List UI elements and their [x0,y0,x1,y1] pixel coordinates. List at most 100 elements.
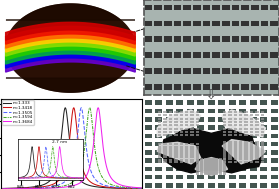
Bar [250,101,257,105]
Bar [180,134,183,136]
Bar [261,111,264,113]
Bar [223,118,226,120]
Bar [251,68,259,74]
Bar [196,143,199,146]
Bar [203,165,207,167]
Bar [255,161,259,163]
Bar [154,36,162,42]
n=1.333 [64,107,67,109]
Bar [174,124,177,126]
Bar [208,142,215,146]
Bar [215,173,218,175]
n=1.3418 [0,187,3,189]
Bar [158,131,161,133]
n=1.3684 [85,174,89,176]
Bar [196,161,199,163]
Bar [232,68,239,74]
Bar [190,151,194,153]
Bar [196,163,199,165]
Bar [174,52,181,58]
n=1.3505 [121,187,124,189]
Bar [212,68,220,74]
Polygon shape [6,78,135,92]
Bar [260,142,267,146]
Bar [176,101,183,105]
Polygon shape [6,30,135,48]
Bar [212,21,220,26]
Bar [223,149,226,152]
Bar [154,5,162,10]
Bar [250,128,253,130]
Bar [271,167,278,171]
Bar [187,117,194,122]
Bar [223,152,226,155]
Polygon shape [160,133,198,169]
Bar [223,160,226,163]
Bar [145,142,152,146]
Bar [251,36,259,42]
Bar [212,5,220,10]
Polygon shape [6,38,135,56]
n=1.3505 [107,185,110,187]
Bar [169,159,172,161]
Bar [211,167,215,169]
Bar [207,167,211,169]
Bar [196,134,199,136]
Bar [197,101,205,105]
Bar [234,158,237,160]
n=1.3418 [141,187,144,189]
Bar [239,117,246,122]
Bar [197,175,205,180]
Bar [223,134,226,136]
Bar [223,111,226,113]
Bar [190,159,194,161]
Bar [244,152,248,155]
Bar [166,150,173,155]
Bar [223,124,226,126]
Bar [211,160,215,163]
Bar [190,128,194,130]
Bar [158,134,161,136]
Bar [239,149,242,152]
Bar [158,124,161,126]
Bar [164,52,172,58]
Bar [244,158,248,160]
Bar [164,36,172,42]
Bar [145,5,152,10]
Bar [155,125,162,130]
Bar [250,161,253,163]
Bar [223,141,226,143]
n=1.333 [90,185,93,187]
Bar [145,158,152,163]
Bar [145,36,152,42]
Bar [174,128,177,130]
Polygon shape [225,133,263,169]
Bar [200,163,203,165]
n=1.3418 [8,187,12,189]
Bar [255,114,259,116]
Bar [174,118,177,120]
Polygon shape [6,22,135,40]
n=1.3505 [0,187,3,189]
Bar [190,161,194,163]
Bar [250,133,257,138]
Bar [244,128,248,130]
n=1.3684 [121,184,124,187]
Bar [255,149,259,152]
n=1.333 [141,187,144,189]
Bar [207,158,211,161]
Bar [223,128,226,130]
Bar [174,5,181,10]
Bar [218,175,225,180]
Bar [180,143,183,146]
n=1.3418 [82,170,85,172]
Bar [261,152,264,155]
Bar [207,163,211,165]
Bar [212,84,220,90]
Bar [174,159,177,161]
Bar [190,148,194,151]
Bar [164,84,172,90]
Bar [163,143,167,146]
Bar [176,133,183,138]
Bar [197,158,205,163]
